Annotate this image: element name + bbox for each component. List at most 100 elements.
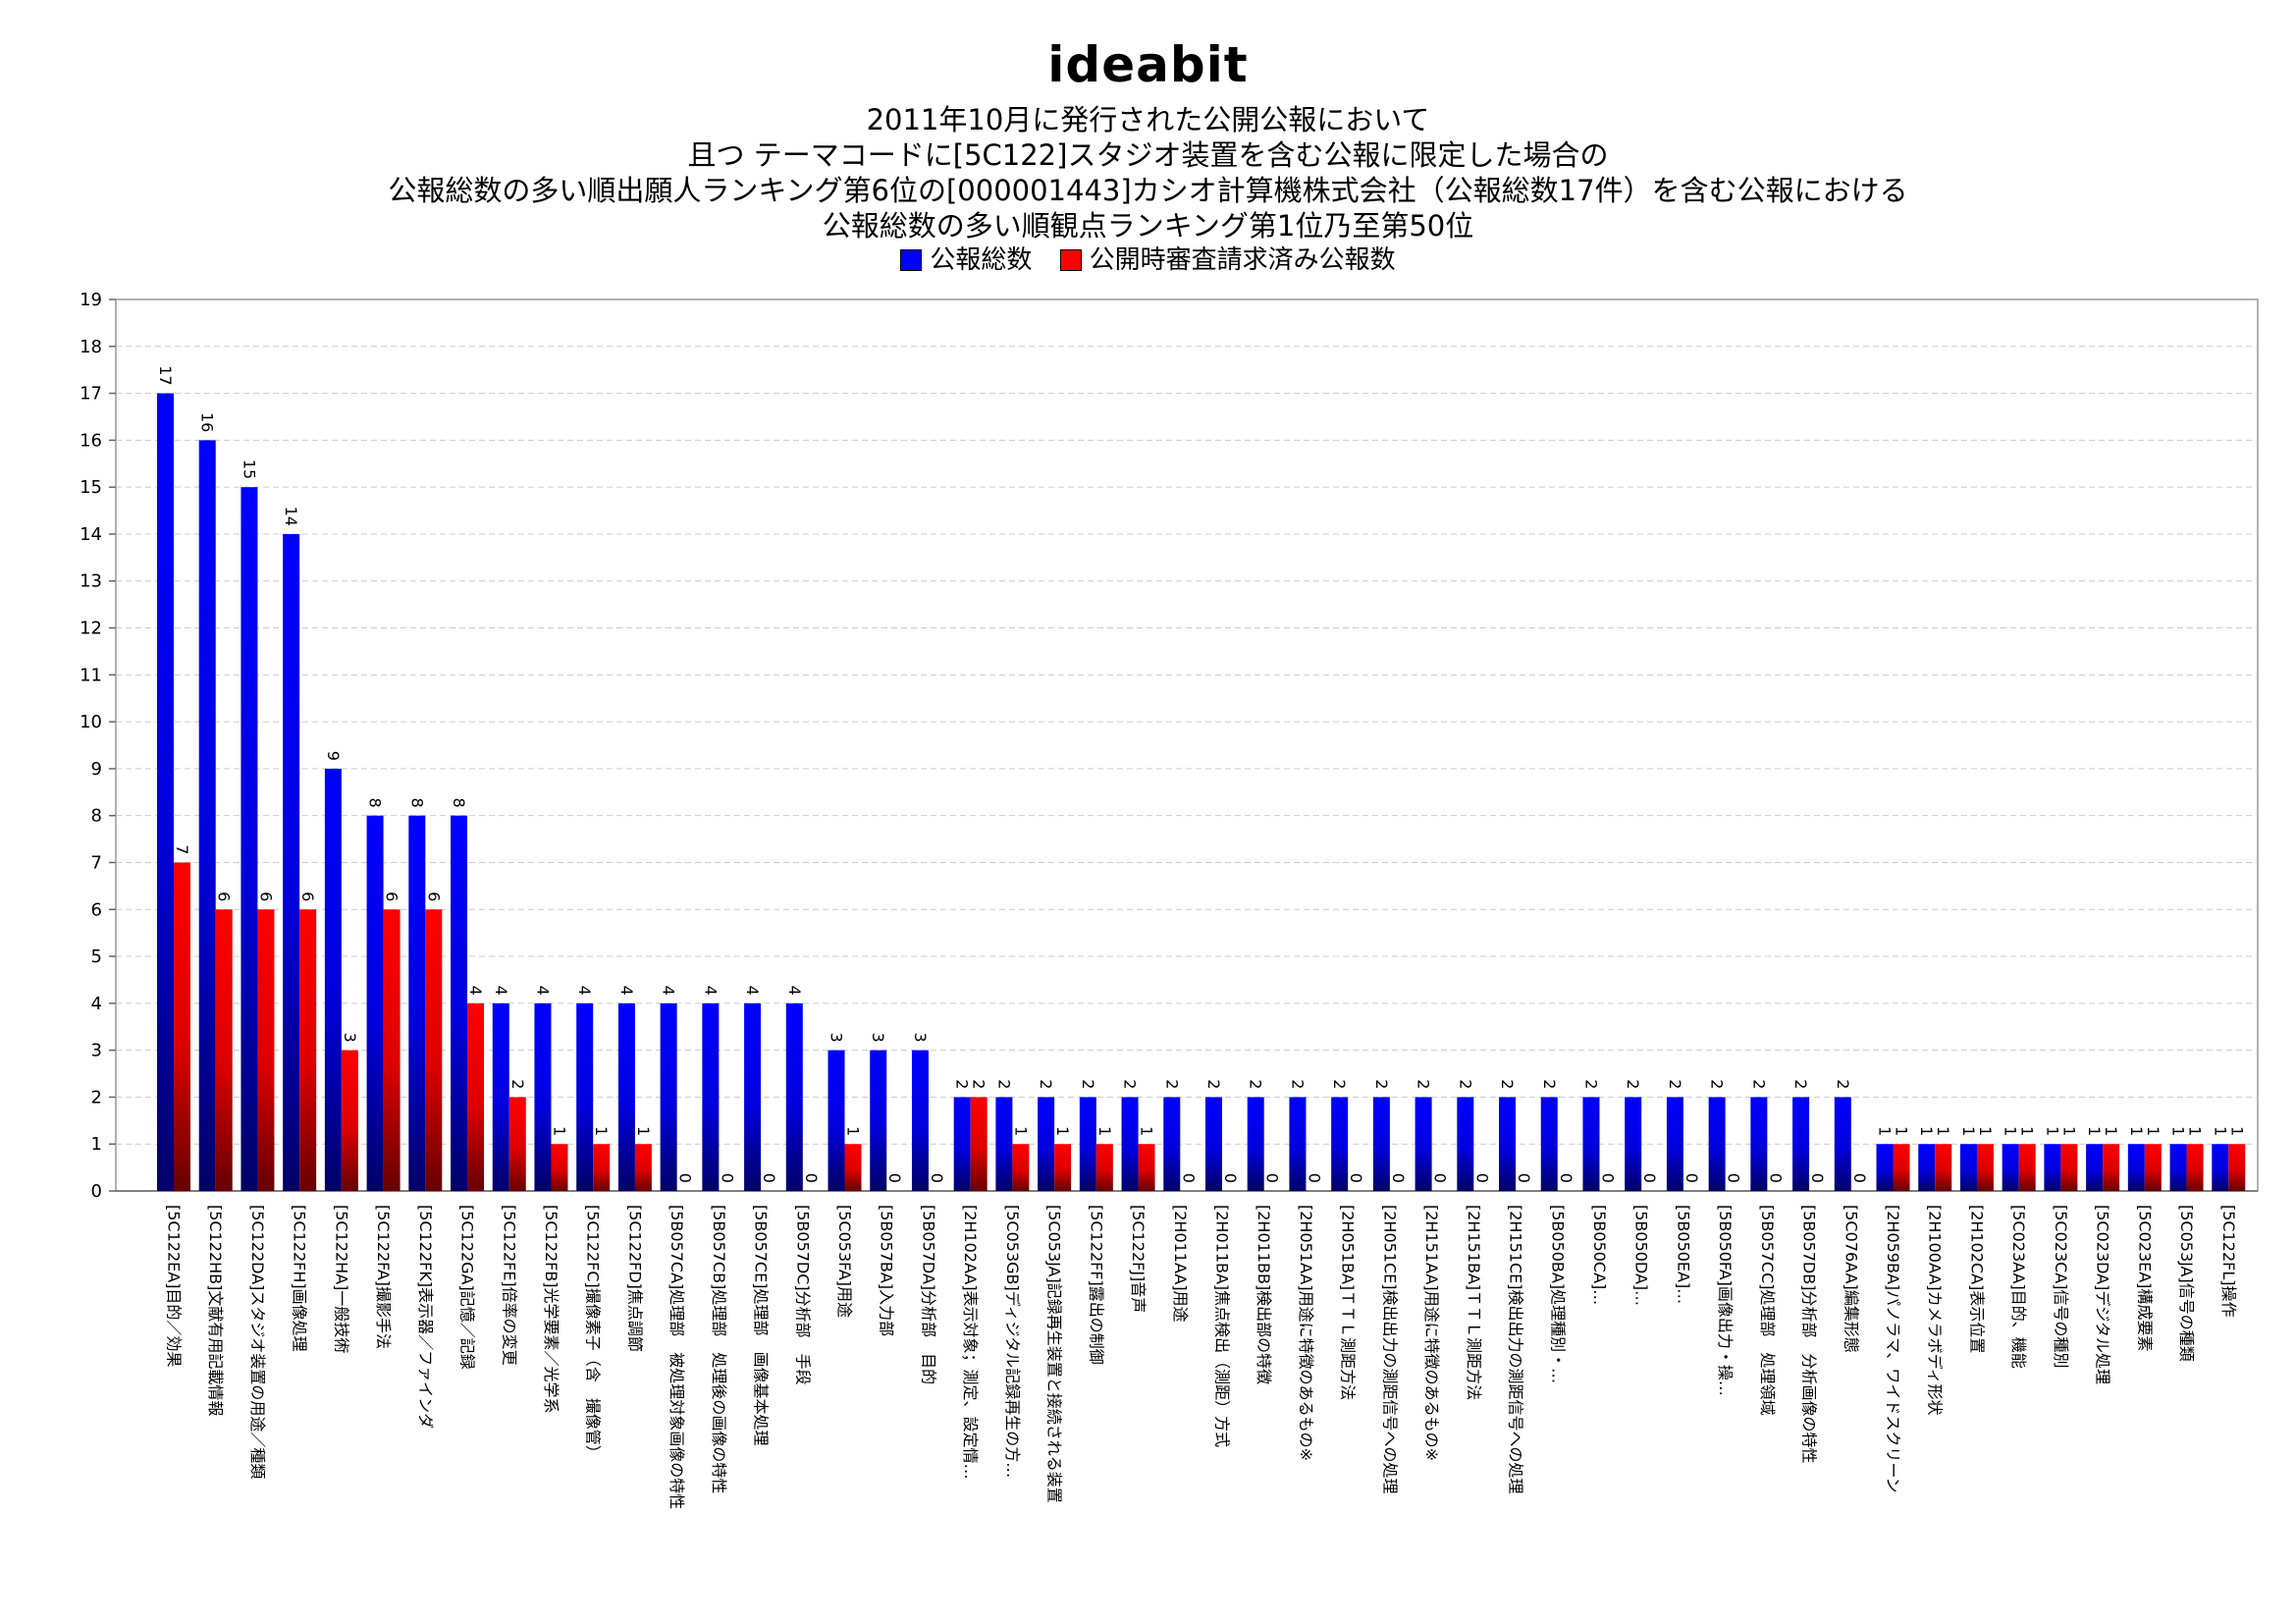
value-label-examined: 0 bbox=[760, 1173, 778, 1183]
value-label-examined: 0 bbox=[1598, 1173, 1617, 1183]
bar-examined bbox=[1893, 1144, 1910, 1191]
value-label-total: 2 bbox=[953, 1079, 972, 1089]
legend-label-examined: 公開時審査請求済み公報数 bbox=[1089, 245, 1396, 275]
bar-total bbox=[157, 393, 174, 1191]
legend-item-total: 公報総数 bbox=[900, 243, 1032, 277]
value-label-examined: 0 bbox=[1472, 1173, 1491, 1183]
value-label-examined: 0 bbox=[1221, 1173, 1240, 1183]
value-label-examined: 0 bbox=[1389, 1173, 1408, 1183]
bar-total bbox=[1959, 1144, 1977, 1191]
bar-examined bbox=[2228, 1144, 2246, 1191]
category-label: [5C122HA]一般技術 bbox=[332, 1205, 350, 1353]
y-tick-label: 11 bbox=[80, 665, 102, 685]
value-label-total: 2 bbox=[1791, 1079, 1810, 1089]
value-label-total: 2 bbox=[1037, 1079, 1055, 1089]
bar-total bbox=[1457, 1097, 1474, 1191]
y-tick-label: 15 bbox=[80, 477, 102, 498]
value-label-examined: 0 bbox=[1179, 1173, 1198, 1183]
value-label-total: 1 bbox=[2127, 1126, 2146, 1136]
category-label: [5B057CC]処理部 処理領域 bbox=[1758, 1205, 1777, 1416]
value-label-total: 4 bbox=[575, 986, 594, 996]
value-label-total: 2 bbox=[1121, 1079, 1140, 1089]
value-label-examined: 1 bbox=[550, 1126, 568, 1136]
bar-total bbox=[534, 1002, 552, 1191]
value-label-total: 1 bbox=[1917, 1126, 1936, 1136]
chart-title-line-1: 2011年10月に発行された公開公報において bbox=[866, 103, 1430, 136]
bar-examined bbox=[383, 909, 400, 1191]
category-label: [2H011BA]焦点検出（測距）方式 bbox=[1213, 1205, 1232, 1447]
value-label-examined: 1 bbox=[2144, 1126, 2163, 1136]
bars bbox=[157, 393, 2246, 1191]
value-label-examined: 0 bbox=[1431, 1173, 1450, 1183]
bar-total bbox=[366, 815, 384, 1191]
category-label: [2H059BA]パノラマ、ワイドスクリーン bbox=[1884, 1205, 1902, 1493]
value-label-examined: 6 bbox=[383, 892, 401, 901]
chart-title-line-2: 且つ テーマコードに[5C122]スタジオ装置を含む公報に限定した場合の bbox=[687, 138, 1609, 172]
y-tick-label: 10 bbox=[80, 712, 102, 732]
value-label-examined: 0 bbox=[885, 1173, 904, 1183]
bar-total bbox=[1331, 1097, 1349, 1191]
category-label: [5B050CA]… bbox=[1590, 1205, 1609, 1305]
value-label-examined: 1 bbox=[1893, 1126, 1911, 1136]
bar-total bbox=[1792, 1097, 1810, 1191]
value-label-total: 2 bbox=[1834, 1079, 1852, 1089]
value-label-total: 4 bbox=[492, 986, 510, 996]
bar-examined bbox=[1935, 1144, 1952, 1191]
bar-examined bbox=[215, 909, 233, 1191]
value-label-total: 2 bbox=[1749, 1079, 1768, 1089]
y-tick-label: 16 bbox=[80, 430, 102, 451]
bar-total bbox=[1666, 1097, 1683, 1191]
value-label-total: 2 bbox=[1204, 1079, 1223, 1089]
value-label-examined: 0 bbox=[928, 1173, 946, 1183]
value-label-examined: 0 bbox=[1263, 1173, 1282, 1183]
category-label: [5B057CE]処理部 画像基本処理 bbox=[752, 1205, 771, 1445]
bar-total bbox=[576, 1002, 594, 1191]
value-label-examined: 1 bbox=[634, 1126, 653, 1136]
value-label-examined: 1 bbox=[1095, 1126, 1114, 1136]
value-label-total: 1 bbox=[1876, 1126, 1895, 1136]
value-label-total: 2 bbox=[1330, 1079, 1349, 1089]
category-label: [5C023CA]信号の種別 bbox=[2052, 1205, 2070, 1369]
value-label-examined: 1 bbox=[2018, 1126, 2037, 1136]
value-label-total: 9 bbox=[324, 751, 343, 761]
value-label-total: 2 bbox=[1456, 1079, 1474, 1089]
value-label-examined: 6 bbox=[215, 892, 234, 901]
y-tick-label: 1 bbox=[91, 1134, 102, 1155]
category-label: [5B057CA]処理部 被処理対象画像の特性 bbox=[667, 1205, 686, 1509]
value-label-examined: 1 bbox=[1011, 1126, 1030, 1136]
bar-examined bbox=[508, 1097, 526, 1191]
value-label-total: 4 bbox=[743, 986, 762, 996]
bar-total bbox=[1582, 1097, 1600, 1191]
value-label-examined: 1 bbox=[1053, 1126, 1072, 1136]
y-tick-label: 3 bbox=[91, 1041, 102, 1061]
category-label: [5C023AA]目的、機能 bbox=[2009, 1205, 2028, 1369]
bar-examined bbox=[593, 1144, 611, 1191]
chart-legend: 公報総数 公開時審査請求済み公報数 bbox=[0, 243, 2296, 280]
value-label-examined: 0 bbox=[1640, 1173, 1659, 1183]
value-label-examined: 1 bbox=[2102, 1126, 2120, 1136]
bar-examined bbox=[2144, 1144, 2162, 1191]
value-label-total: 2 bbox=[1372, 1079, 1391, 1089]
bar-total bbox=[702, 1002, 720, 1191]
bar-total bbox=[283, 533, 300, 1191]
bar-total bbox=[240, 487, 258, 1191]
bar-total bbox=[2002, 1144, 2019, 1191]
chart-title-line-3: 公報総数の多い順出願人ランキング第6位の[000001443]カシオ計算機株式会… bbox=[388, 174, 1908, 207]
category-label: [5B057DA]分析部 目的 bbox=[919, 1205, 937, 1384]
category-label: [5C122FF]露出の制御 bbox=[1087, 1205, 1105, 1365]
y-tick-label: 6 bbox=[91, 899, 102, 920]
category-label: [2H051AA]用途に特徴のあるもの※ bbox=[1297, 1205, 1315, 1461]
value-label-total: 2 bbox=[1624, 1079, 1642, 1089]
y-tick-label: 7 bbox=[91, 852, 102, 873]
category-label: [5C122FL]操作 bbox=[2219, 1205, 2238, 1318]
value-label-examined: 0 bbox=[718, 1173, 736, 1183]
value-label-examined: 0 bbox=[802, 1173, 821, 1183]
y-tick-label: 9 bbox=[91, 759, 102, 780]
bar-examined bbox=[551, 1144, 568, 1191]
y-tick-label: 13 bbox=[80, 571, 102, 592]
y-tick-label: 8 bbox=[91, 806, 102, 827]
value-label-total: 17 bbox=[156, 365, 175, 385]
category-label: [5C122FB]光学要素／光学系 bbox=[542, 1205, 561, 1414]
